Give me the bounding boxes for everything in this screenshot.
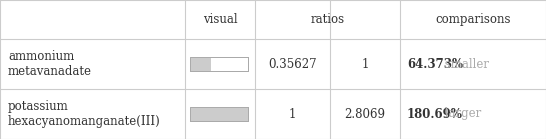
Text: visual: visual: [203, 13, 238, 26]
Bar: [190, 57, 248, 71]
Text: smaller: smaller: [441, 58, 489, 70]
Bar: [190, 107, 248, 121]
Text: potassium
hexacyanomanganate(III): potassium hexacyanomanganate(III): [8, 100, 161, 128]
Text: 64.373%: 64.373%: [407, 58, 463, 70]
Text: 0.35627: 0.35627: [268, 58, 317, 70]
Bar: [190, 57, 248, 71]
Text: ammonium
metavanadate: ammonium metavanadate: [8, 50, 92, 78]
Text: 2.8069: 2.8069: [345, 107, 385, 121]
Text: 180.69%: 180.69%: [407, 107, 463, 121]
Bar: [190, 107, 248, 121]
Text: comparisons: comparisons: [435, 13, 511, 26]
Text: ratios: ratios: [311, 13, 345, 26]
Text: larger: larger: [441, 107, 482, 121]
Text: 1: 1: [289, 107, 296, 121]
Bar: [190, 107, 248, 121]
Bar: [190, 57, 211, 71]
Text: 1: 1: [361, 58, 369, 70]
